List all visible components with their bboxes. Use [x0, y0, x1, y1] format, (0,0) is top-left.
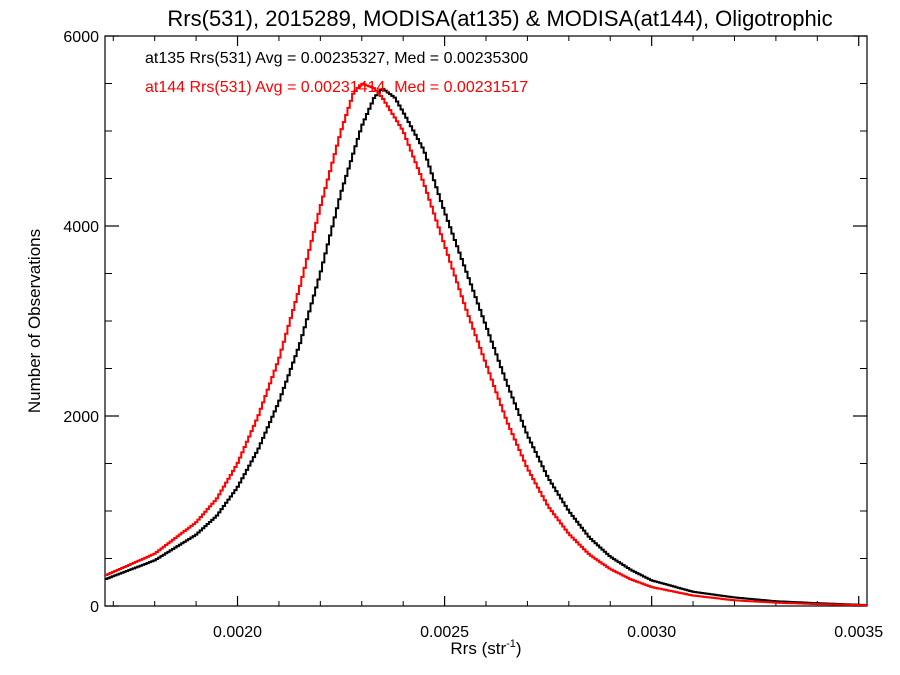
series-line-1 [105, 82, 867, 607]
x-tick-label: 0.0030 [627, 624, 676, 641]
series-line-0 [105, 87, 867, 607]
axis-ticks: 0.0020 0.0025 0.0030 0.0035 0 2000 4000 6000 [63, 29, 883, 641]
y-tick-label: 2000 [63, 409, 99, 426]
x-axis-label-sup: -1 [506, 638, 516, 650]
y-axis-label: Number of Observations [25, 229, 44, 413]
y-tick-label: 6000 [63, 29, 99, 46]
x-tick-label: 0.0020 [213, 624, 262, 641]
annotation-at144: at144 Rrs(531) Avg = 0.00231414, Med = 0… [145, 79, 528, 96]
y-tick-label: 0 [90, 599, 99, 616]
y-tick-label: 4000 [63, 219, 99, 236]
series-layer [105, 82, 867, 607]
x-tick-label: 0.0035 [834, 624, 883, 641]
plot-area [104, 35, 868, 607]
plot-frame [104, 35, 868, 607]
x-tick-label: 0.0025 [420, 624, 469, 641]
x-axis-label: Rrs (str-1) [450, 638, 521, 658]
x-axis-label-main: Rrs (str [450, 639, 506, 658]
chart-title: Rrs(531), 2015289, MODISA(at135) & MODIS… [167, 6, 832, 31]
x-axis-label-end: ) [516, 639, 522, 658]
annotation-at135: at135 Rrs(531) Avg = 0.00235327, Med = 0… [145, 50, 528, 67]
